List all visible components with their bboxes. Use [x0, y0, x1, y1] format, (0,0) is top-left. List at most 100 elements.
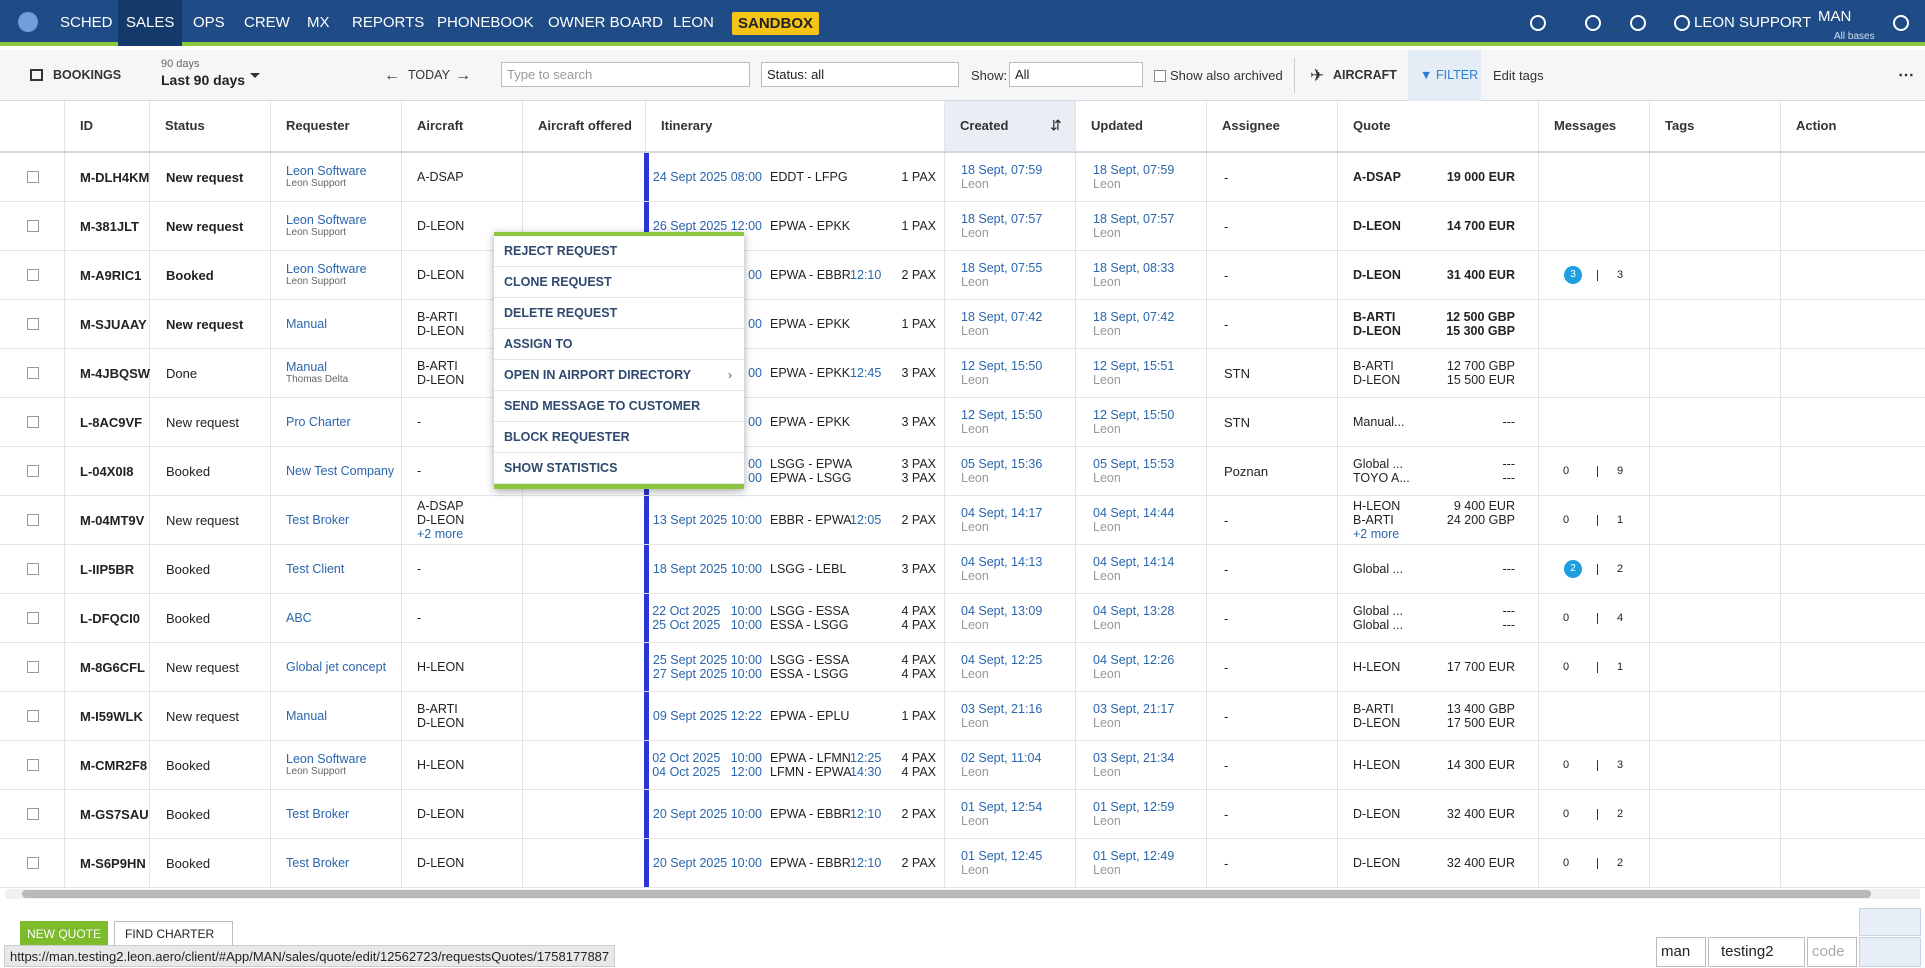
total-count[interactable]: 9 — [1617, 465, 1624, 477]
row-checkbox[interactable] — [27, 465, 39, 477]
menu-item[interactable]: OPEN IN AIRPORT DIRECTORY — [494, 360, 744, 391]
total-count[interactable]: 3 — [1617, 759, 1624, 771]
request-id[interactable]: L-04X0I8 — [80, 464, 134, 479]
login-input[interactable]: man — [1656, 937, 1706, 967]
aircraft-button[interactable]: AIRCRAFT — [1333, 68, 1397, 82]
table-row[interactable]: M-SJUAAY New request Manual B-ARTI D-LEON 00 E… — [0, 300, 1925, 349]
filter-label[interactable]: FILTER — [1436, 68, 1479, 82]
today[interactable]: TODAY — [408, 68, 450, 82]
show-select[interactable]: All — [1009, 62, 1143, 87]
column-header[interactable]: Requester — [270, 101, 401, 151]
unread-count[interactable]: 0 — [1563, 759, 1570, 771]
row-checkbox[interactable] — [27, 514, 39, 526]
edit-tags[interactable]: Edit tags — [1493, 68, 1544, 83]
row-checkbox[interactable] — [27, 367, 39, 379]
logo-icon[interactable] — [18, 12, 38, 32]
row-checkbox[interactable] — [27, 661, 39, 673]
row-checkbox[interactable] — [27, 808, 39, 820]
archived-label[interactable]: Show also archived — [1170, 68, 1283, 83]
unread-count[interactable]: 0 — [1563, 808, 1570, 820]
row-checkbox[interactable] — [27, 416, 39, 428]
request-id[interactable]: M-A9RIC1 — [80, 268, 142, 283]
requester[interactable]: Manual — [286, 317, 327, 331]
table-row[interactable]: M-04MT9V New request Test Broker A-DSAP D-LE… — [0, 496, 1925, 545]
request-id[interactable]: M-4JBQSW — [80, 366, 151, 381]
find-charter-button[interactable]: FIND CHARTER — [114, 921, 233, 947]
sort-icon[interactable]: ⇵ — [1050, 117, 1062, 133]
column-header[interactable]: Assignee — [1206, 101, 1337, 151]
row-checkbox[interactable] — [27, 171, 39, 183]
menu-item[interactable]: REJECT REQUEST — [494, 236, 744, 267]
row-checkbox[interactable] — [27, 269, 39, 281]
archived-checkbox[interactable] — [1154, 70, 1166, 82]
requester[interactable]: Test Client — [286, 562, 345, 576]
requester[interactable]: Manual — [286, 709, 327, 723]
scroll-thumb[interactable] — [22, 890, 1871, 898]
requester[interactable]: Global jet concept — [286, 660, 387, 674]
unread-count[interactable]: 0 — [1563, 514, 1570, 526]
column-header[interactable]: Aircraft offered — [522, 101, 645, 151]
request-id[interactable]: M-04MT9V — [80, 513, 145, 528]
nav-item[interactable]: CREW — [244, 14, 290, 31]
row-checkbox[interactable] — [27, 857, 39, 869]
request-id[interactable]: L-8AC9VF — [80, 415, 143, 430]
table-row[interactable]: M-8G6CFL New request Global jet concept H-L… — [0, 643, 1925, 692]
requester[interactable]: Test Broker — [286, 513, 350, 527]
menu-item[interactable]: DELETE REQUEST — [494, 298, 744, 329]
more-link[interactable]: +2 more — [1353, 527, 1400, 541]
table-row[interactable]: M-I59WLK New request Manual B-ARTI D-LEON 09 … — [0, 692, 1925, 741]
request-id[interactable]: M-381JLT — [80, 219, 139, 234]
unread-badge[interactable]: 3 — [1564, 266, 1582, 284]
column-header[interactable]: Messages — [1538, 101, 1649, 151]
unread-count[interactable]: 0 — [1563, 612, 1570, 624]
user-name[interactable]: LEON SUPPORT — [1694, 14, 1812, 31]
table-row[interactable]: M-4JBQSW Done Manual Thomas Delta B-ARTI D-LE… — [0, 349, 1925, 398]
tools-icon[interactable] — [1585, 15, 1601, 31]
column-header[interactable]: Aircraft — [401, 101, 522, 151]
row-checkbox[interactable] — [27, 563, 39, 575]
nav-item[interactable]: PHONEBOOK — [437, 14, 534, 31]
request-id[interactable]: M-SJUAAY — [80, 317, 147, 332]
requester[interactable]: Test Broker — [286, 856, 350, 870]
total-count[interactable]: 2 — [1617, 857, 1624, 869]
base[interactable]: MAN — [1818, 8, 1852, 25]
prev-arrow[interactable]: ← — [384, 67, 400, 84]
requester[interactable]: New Test Company — [286, 464, 395, 478]
table-row[interactable]: M-S6P9HN Booked Test Broker D-LEON 20 Sept 2… — [0, 839, 1925, 888]
column-header[interactable]: Created — [944, 101, 1075, 151]
menu-item[interactable]: SEND MESSAGE TO CUSTOMER — [494, 391, 744, 422]
unread-count[interactable]: 0 — [1563, 661, 1570, 673]
request-id[interactable]: M-CMR2F8 — [80, 758, 148, 773]
column-header[interactable]: Updated — [1075, 101, 1206, 151]
row-checkbox[interactable] — [27, 220, 39, 232]
requester[interactable]: Leon Software — [286, 164, 367, 178]
search[interactable]: Type to search — [501, 62, 750, 87]
request-id[interactable]: L-IIP5BR — [80, 562, 135, 577]
login-input[interactable]: testing2 — [1708, 937, 1805, 967]
requester[interactable]: Pro Charter — [286, 415, 351, 429]
nav-item[interactable]: LEON — [673, 14, 714, 31]
range-caret[interactable] — [250, 73, 260, 83]
requester[interactable]: Leon Software — [286, 213, 367, 227]
table-row[interactable]: L-DFQCI0 Booked ABC - 22 Oct 2025 10:00 LSGG … — [0, 594, 1925, 643]
new-quote-button[interactable]: NEW QUOTE — [20, 921, 108, 947]
column-header[interactable]: Action — [1780, 101, 1925, 151]
request-id[interactable]: M-8G6CFL — [80, 660, 145, 675]
requester[interactable]: ABC — [286, 611, 312, 625]
range[interactable]: Last 90 days — [161, 72, 246, 88]
nav-item[interactable]: MX — [307, 14, 330, 31]
total-count[interactable]: 1 — [1617, 514, 1624, 526]
total-count[interactable]: 3 — [1617, 269, 1624, 281]
table-row[interactable]: M-DLH4KM New request Leon Software Leon Sup… — [0, 153, 1925, 202]
column-header[interactable]: Itinerary — [645, 101, 944, 151]
menu-item[interactable]: SHOW STATISTICS — [494, 453, 744, 484]
request-id[interactable]: M-S6P9HN — [80, 856, 146, 871]
requester[interactable]: Manual — [286, 360, 327, 374]
row-checkbox[interactable] — [27, 759, 39, 771]
column-header[interactable]: Tags — [1649, 101, 1780, 151]
nav-item[interactable]: REPORTS — [352, 14, 425, 31]
table-row[interactable]: M-381JLT New request Leon Software Leon Sup… — [0, 202, 1925, 251]
menu-item[interactable]: ASSIGN TO — [494, 329, 744, 360]
code-input[interactable]: code — [1807, 937, 1857, 967]
row-checkbox[interactable] — [27, 318, 39, 330]
